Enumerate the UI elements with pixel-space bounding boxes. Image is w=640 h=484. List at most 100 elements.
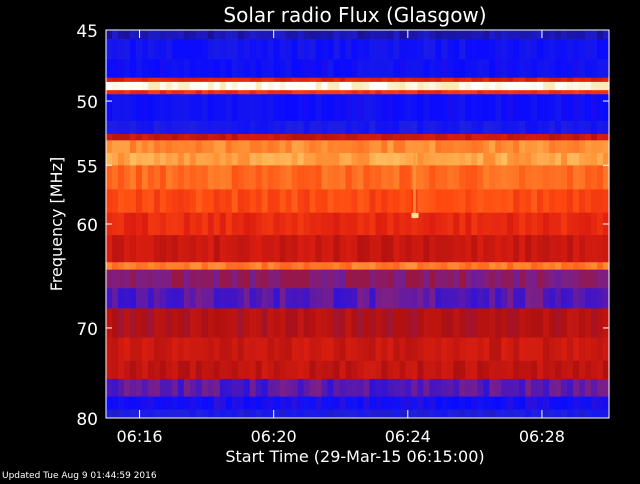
heat-cell	[339, 212, 347, 236]
heat-cell	[159, 409, 167, 419]
heat-cell	[339, 337, 347, 362]
heat-cell	[447, 133, 454, 141]
heat-cell	[213, 81, 221, 91]
heat-cell	[171, 120, 179, 135]
heat-cell	[345, 152, 353, 166]
heat-cell	[159, 152, 167, 166]
heat-cell	[561, 288, 568, 309]
heat-cell	[489, 38, 496, 60]
heat-cell	[171, 308, 179, 338]
heat-cell	[471, 140, 478, 154]
heat-cell	[393, 77, 401, 83]
heat-cell	[327, 360, 335, 380]
heat-cell	[375, 409, 383, 419]
heat-cell	[417, 409, 424, 419]
heat-cell	[297, 165, 305, 190]
heat-cell	[495, 77, 502, 83]
heat-cell	[117, 38, 125, 60]
heat-cell	[339, 396, 347, 410]
heat-cell	[381, 140, 389, 154]
heat-cell	[363, 90, 371, 95]
heat-cell	[405, 38, 412, 60]
heat-cell	[363, 235, 371, 263]
heat-cell	[501, 189, 508, 214]
heat-cell	[123, 212, 131, 236]
heat-cell	[117, 308, 125, 338]
heat-cell	[363, 308, 371, 338]
heat-cell	[525, 360, 532, 380]
heat-cell	[249, 38, 257, 60]
heat-cell	[591, 337, 598, 362]
heat-cell	[117, 235, 125, 263]
heat-cell	[285, 165, 293, 190]
heat-cell	[543, 360, 550, 380]
heat-cell	[381, 189, 389, 214]
heat-cell	[537, 288, 544, 309]
heat-cell	[153, 77, 161, 83]
heat-cell	[261, 30, 269, 40]
heat-cell	[255, 189, 263, 214]
heat-cell	[405, 30, 412, 40]
heat-cell	[501, 165, 508, 190]
heat-cell	[399, 212, 407, 236]
heat-cell	[106, 90, 113, 95]
heat-cell	[585, 94, 592, 122]
heat-cell	[243, 133, 251, 141]
heat-cell	[183, 133, 191, 141]
heat-cell	[483, 378, 490, 397]
heat-cell	[231, 152, 239, 166]
heat-cell	[573, 396, 580, 410]
heat-cell	[195, 308, 203, 338]
heat-cell	[501, 30, 508, 40]
heat-cell	[207, 94, 215, 122]
heat-cell	[375, 337, 383, 362]
heat-cell	[495, 59, 502, 79]
heat-cell	[417, 396, 424, 410]
heat-cell	[495, 140, 502, 154]
heat-cell	[525, 396, 532, 410]
heat-cell	[123, 30, 131, 40]
heat-cell	[249, 81, 257, 91]
heat-cell	[345, 396, 353, 410]
heat-cell	[381, 308, 389, 338]
heat-cell	[507, 378, 514, 397]
heat-cell	[111, 396, 119, 410]
heat-cell	[153, 140, 161, 154]
heat-cell	[141, 378, 149, 397]
heat-cell	[573, 165, 580, 190]
heat-cell	[471, 38, 478, 60]
heat-cell	[507, 288, 514, 309]
heat-cell	[273, 212, 281, 236]
heat-cell	[153, 212, 161, 236]
heat-cell	[393, 262, 401, 271]
heat-cell	[453, 30, 460, 40]
heat-cell	[459, 140, 466, 154]
heat-cell	[111, 152, 119, 166]
heat-cell	[333, 288, 341, 309]
heat-cell	[525, 30, 532, 40]
heat-cell	[111, 81, 119, 91]
heat-cell	[195, 140, 203, 154]
heat-cell	[339, 378, 347, 397]
heat-cell	[603, 133, 610, 141]
heat-cell	[543, 81, 550, 91]
heat-cell	[495, 262, 502, 271]
heat-cell	[597, 30, 604, 40]
heat-cell	[513, 308, 520, 338]
heat-cell	[303, 133, 311, 141]
heat-cell	[585, 152, 592, 166]
heat-cell	[543, 189, 550, 214]
heat-cell	[483, 133, 490, 141]
heat-cell	[531, 189, 538, 214]
heat-cell	[249, 140, 257, 154]
heat-cell	[393, 30, 401, 40]
heat-cell	[207, 59, 215, 79]
heat-cell	[465, 337, 472, 362]
heat-cell	[453, 308, 460, 338]
heat-cell	[597, 262, 604, 271]
heat-cell	[549, 38, 556, 60]
heat-cell	[543, 90, 550, 95]
heat-cell	[543, 262, 550, 271]
heat-cell	[279, 30, 287, 40]
heat-cell	[291, 77, 299, 83]
